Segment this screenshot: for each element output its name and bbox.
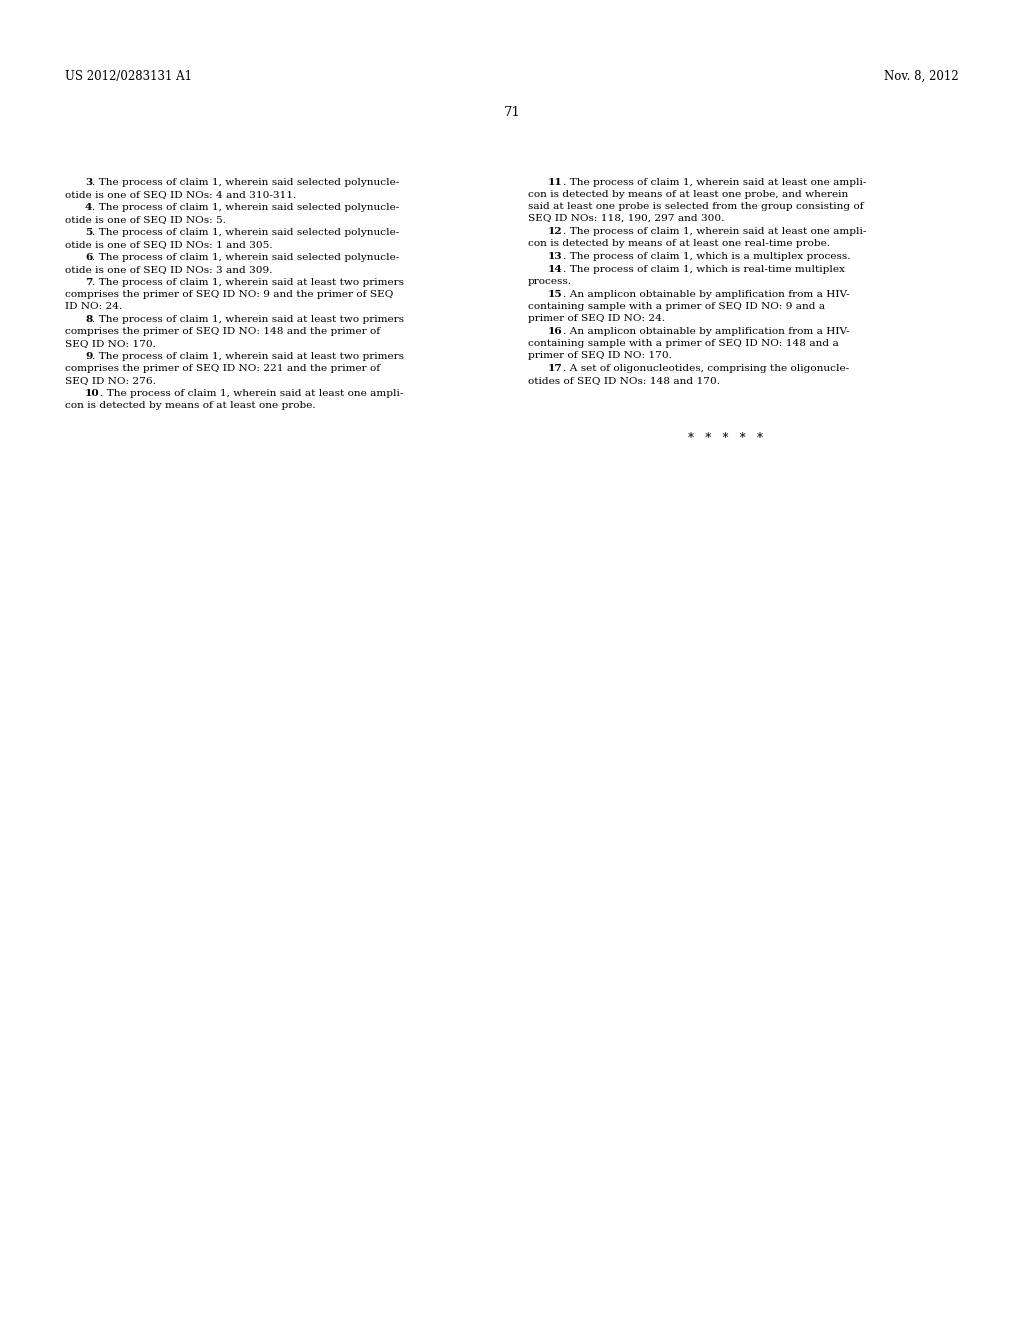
Text: *   *   *   *   *: * * * * * (688, 432, 764, 445)
Text: . An amplicon obtainable by amplification from a HIV-: . An amplicon obtainable by amplificatio… (562, 290, 849, 300)
Text: containing sample with a primer of SEQ ID NO: 148 and a: containing sample with a primer of SEQ I… (528, 339, 839, 348)
Text: . An amplicon obtainable by amplification from a HIV-: . An amplicon obtainable by amplificatio… (563, 327, 849, 337)
Text: con is detected by means of at least one probe.: con is detected by means of at least one… (65, 401, 315, 411)
Text: . The process of claim 1, wherein said at least one ampli-: . The process of claim 1, wherein said a… (99, 389, 403, 399)
Text: 11: 11 (548, 178, 563, 187)
Text: 10: 10 (85, 389, 99, 399)
Text: otide is one of SEQ ID NOs: 5.: otide is one of SEQ ID NOs: 5. (65, 215, 226, 224)
Text: . The process of claim 1, wherein said at least two primers: . The process of claim 1, wherein said a… (92, 279, 404, 288)
Text: SEQ ID NOs: 118, 190, 297 and 300.: SEQ ID NOs: 118, 190, 297 and 300. (528, 214, 725, 222)
Text: 5: 5 (85, 228, 92, 238)
Text: 8: 8 (85, 315, 92, 325)
Text: primer of SEQ ID NO: 24.: primer of SEQ ID NO: 24. (528, 314, 666, 323)
Text: 17: 17 (548, 364, 563, 374)
Text: 3: 3 (85, 178, 92, 187)
Text: comprises the primer of SEQ ID NO: 148 and the primer of: comprises the primer of SEQ ID NO: 148 a… (65, 327, 380, 337)
Text: 6: 6 (85, 253, 92, 263)
Text: 13: 13 (548, 252, 562, 261)
Text: comprises the primer of SEQ ID NO: 9 and the primer of SEQ: comprises the primer of SEQ ID NO: 9 and… (65, 290, 393, 300)
Text: . The process of claim 1, wherein said selected polynucle-: . The process of claim 1, wherein said s… (92, 178, 399, 187)
Text: con is detected by means of at least one real-time probe.: con is detected by means of at least one… (528, 239, 830, 248)
Text: . The process of claim 1, which is a multiplex process.: . The process of claim 1, which is a mul… (562, 252, 850, 261)
Text: US 2012/0283131 A1: US 2012/0283131 A1 (65, 70, 193, 83)
Text: primer of SEQ ID NO: 170.: primer of SEQ ID NO: 170. (528, 351, 672, 360)
Text: . A set of oligonucleotides, comprising the oligonucle-: . A set of oligonucleotides, comprising … (563, 364, 849, 374)
Text: . The process of claim 1, wherein said selected polynucle-: . The process of claim 1, wherein said s… (92, 228, 399, 238)
Text: 71: 71 (504, 106, 520, 119)
Text: 7: 7 (85, 279, 92, 288)
Text: SEQ ID NO: 170.: SEQ ID NO: 170. (65, 339, 156, 348)
Text: otide is one of SEQ ID NOs: 3 and 309.: otide is one of SEQ ID NOs: 3 and 309. (65, 265, 272, 275)
Text: . The process of claim 1, wherein said at least one ampli-: . The process of claim 1, wherein said a… (562, 227, 866, 236)
Text: 4: 4 (85, 203, 92, 213)
Text: said at least one probe is selected from the group consisting of: said at least one probe is selected from… (528, 202, 863, 211)
Text: 16: 16 (548, 327, 563, 337)
Text: ID NO: 24.: ID NO: 24. (65, 302, 123, 312)
Text: Nov. 8, 2012: Nov. 8, 2012 (885, 70, 959, 83)
Text: otide is one of SEQ ID NOs: 4 and 310-311.: otide is one of SEQ ID NOs: 4 and 310-31… (65, 190, 296, 199)
Text: 14: 14 (548, 265, 563, 275)
Text: . The process of claim 1, wherein said at least two primers: . The process of claim 1, wherein said a… (92, 315, 404, 325)
Text: containing sample with a primer of SEQ ID NO: 9 and a: containing sample with a primer of SEQ I… (528, 302, 825, 312)
Text: otides of SEQ ID NOs: 148 and 170.: otides of SEQ ID NOs: 148 and 170. (528, 376, 720, 385)
Text: . The process of claim 1, wherein said selected polynucle-: . The process of claim 1, wherein said s… (92, 203, 399, 213)
Text: . The process of claim 1, wherein said selected polynucle-: . The process of claim 1, wherein said s… (92, 253, 399, 263)
Text: con is detected by means of at least one probe, and wherein: con is detected by means of at least one… (528, 190, 848, 199)
Text: process.: process. (528, 277, 572, 286)
Text: 12: 12 (548, 227, 562, 236)
Text: . The process of claim 1, wherein said at least one ampli-: . The process of claim 1, wherein said a… (563, 178, 866, 187)
Text: 15: 15 (548, 290, 562, 300)
Text: SEQ ID NO: 276.: SEQ ID NO: 276. (65, 376, 156, 385)
Text: otide is one of SEQ ID NOs: 1 and 305.: otide is one of SEQ ID NOs: 1 and 305. (65, 240, 272, 249)
Text: comprises the primer of SEQ ID NO: 221 and the primer of: comprises the primer of SEQ ID NO: 221 a… (65, 364, 380, 374)
Text: . The process of claim 1, which is real-time multiplex: . The process of claim 1, which is real-… (563, 265, 845, 275)
Text: 9: 9 (85, 352, 92, 362)
Text: . The process of claim 1, wherein said at least two primers: . The process of claim 1, wherein said a… (92, 352, 404, 362)
